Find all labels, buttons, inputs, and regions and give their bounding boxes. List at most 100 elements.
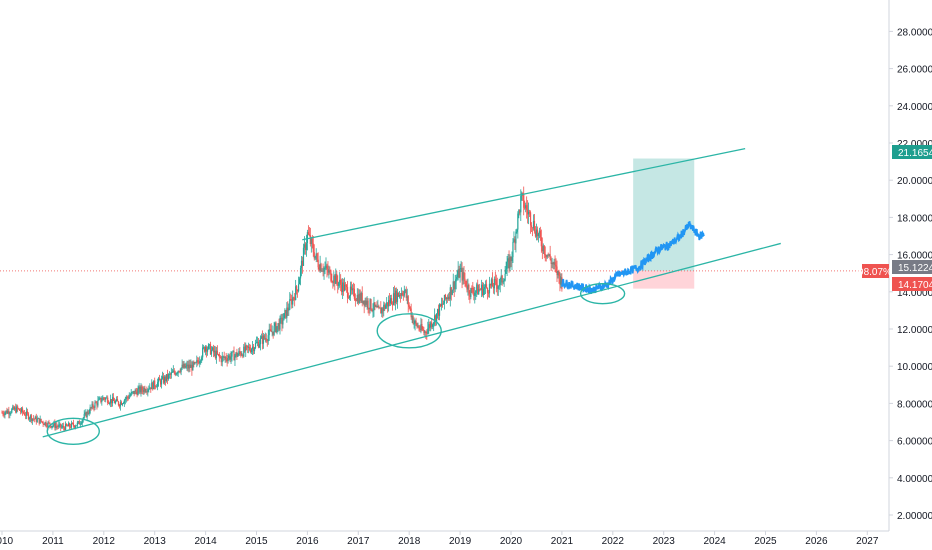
candle-body <box>19 408 21 411</box>
candle-body <box>279 317 281 330</box>
candle-body <box>243 346 245 357</box>
candle-body <box>130 392 132 396</box>
candle-body <box>84 412 86 415</box>
candle-body <box>268 329 270 336</box>
candle-body <box>291 299 293 305</box>
y-tick-label: 22.00000 <box>897 139 932 150</box>
candle-body <box>548 254 550 256</box>
candle-body <box>274 323 276 327</box>
candle-body <box>102 397 104 401</box>
candle-body <box>62 425 64 427</box>
candle-body <box>135 390 137 392</box>
candle-body <box>35 416 37 422</box>
x-tick-label: 2024 <box>703 536 726 547</box>
candle-body <box>23 413 26 416</box>
candle-body <box>267 335 269 342</box>
candle-body <box>277 323 279 327</box>
channel-lower-line[interactable] <box>42 242 781 438</box>
candle-body <box>408 305 410 307</box>
candle-body <box>190 364 192 368</box>
candle-body <box>506 261 508 270</box>
candle-body <box>40 418 42 422</box>
candle-body <box>409 306 411 309</box>
candle-body <box>191 364 193 371</box>
candle-body <box>260 336 262 339</box>
candle-body <box>360 292 362 301</box>
candle-body <box>307 232 309 235</box>
candle-body <box>120 402 123 405</box>
x-axis-ticks[interactable]: 2010 2011 2012 2013 2014 2015 2016 2017 2018 2019… <box>0 531 879 547</box>
candle-body <box>123 400 125 404</box>
projection-line <box>561 221 705 295</box>
candle-body <box>81 420 83 424</box>
candle-body <box>369 299 371 310</box>
candle-body <box>557 270 559 276</box>
candle-body <box>484 284 487 288</box>
candle-body <box>122 403 124 404</box>
pivot-circle[interactable] <box>579 282 626 305</box>
y-tick-label: 4.00000 <box>897 474 932 485</box>
pivot-circles-layer[interactable] <box>46 282 626 445</box>
channel-layer[interactable] <box>42 147 781 438</box>
candle-body <box>418 326 420 330</box>
candle-body <box>97 400 99 406</box>
candle-body <box>337 281 339 286</box>
candle-body <box>358 293 360 303</box>
candle-body <box>139 386 141 393</box>
candle-body <box>429 324 431 328</box>
candle-body <box>440 303 443 307</box>
candle-body <box>138 386 140 390</box>
candle-body <box>427 328 429 334</box>
candle-body <box>542 245 544 252</box>
x-tick-label: 2025 <box>754 536 777 547</box>
candle-body <box>38 418 40 424</box>
candle-body <box>303 244 306 248</box>
candle-body <box>454 281 456 290</box>
candle-body <box>397 292 400 297</box>
candle-body <box>146 391 148 393</box>
candle-body <box>371 309 373 311</box>
candle-body <box>20 408 23 412</box>
candle-body <box>124 399 126 401</box>
candle-body <box>150 387 152 390</box>
candle-body <box>264 338 266 340</box>
candle-body <box>41 421 43 423</box>
channel-upper-line[interactable] <box>302 147 746 241</box>
candle-body <box>384 304 386 309</box>
target-price-badge-bg <box>892 145 932 159</box>
candle-body <box>28 418 31 420</box>
candle-body <box>505 269 507 274</box>
candle-body <box>461 268 463 281</box>
candle-body <box>300 260 303 268</box>
stop-price-badge: 14.17048 <box>898 280 932 291</box>
candle-body <box>472 288 474 293</box>
candle-body <box>192 362 194 371</box>
x-tick-label: 2013 <box>144 536 167 547</box>
candle-body <box>425 331 427 334</box>
candle-body <box>481 284 483 290</box>
candle-body <box>392 293 395 305</box>
x-tick-label: 2014 <box>194 536 217 547</box>
candle-body <box>349 286 352 297</box>
candle-body <box>214 350 216 359</box>
candle-body <box>54 422 56 428</box>
pivot-circle[interactable] <box>376 313 442 349</box>
candle-body <box>428 324 430 329</box>
candle-body <box>213 350 216 353</box>
candle-body <box>212 347 215 353</box>
candle-body <box>197 360 199 362</box>
candle-body <box>361 292 363 304</box>
candle-body <box>43 423 45 425</box>
candle-body <box>165 374 168 381</box>
candle-body <box>500 275 502 279</box>
candle-body <box>537 233 540 237</box>
y-axis-ticks[interactable]: 2.00000 4.00000 6.00000 8.00000 10.00000 12.0… <box>889 27 932 522</box>
candle-body <box>76 422 78 426</box>
candle-body <box>302 247 305 266</box>
candle-body <box>121 403 123 405</box>
candle-body <box>245 345 247 352</box>
candle-body <box>262 335 264 344</box>
pivot-circle[interactable] <box>46 417 100 445</box>
candle-body <box>276 326 278 333</box>
